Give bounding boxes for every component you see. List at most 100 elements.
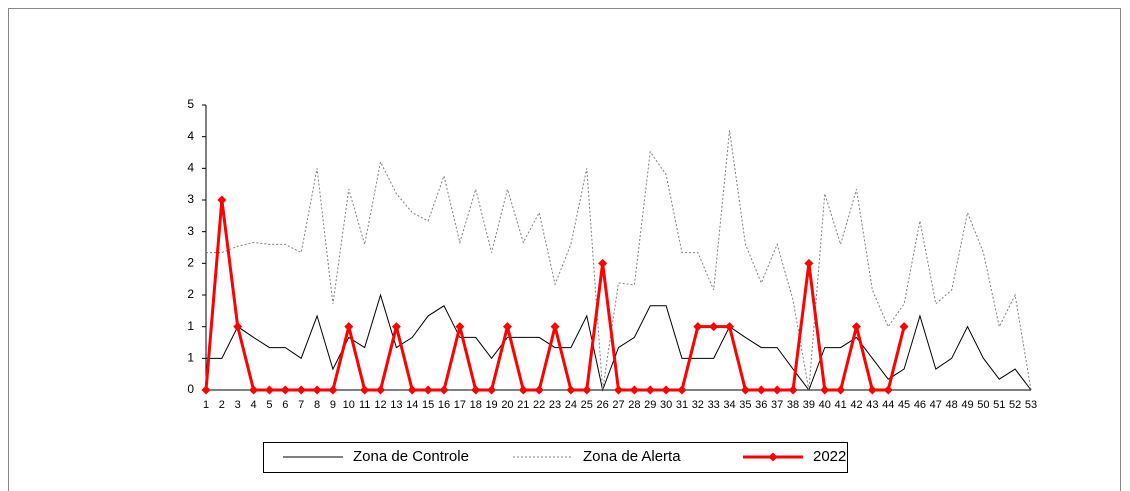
x-tick-label: 36	[755, 399, 767, 411]
x-tick-label: 41	[834, 399, 846, 411]
x-tick-label: 15	[422, 399, 434, 411]
legend-label: 2022	[813, 448, 846, 465]
point	[280, 385, 290, 395]
x-tick-label: 51	[993, 399, 1005, 411]
point	[217, 195, 227, 205]
y-tick-label: 0	[187, 382, 194, 396]
point	[725, 322, 735, 332]
x-tick-label: 45	[898, 399, 910, 411]
x-tick-label: 23	[549, 399, 561, 411]
chart-border	[8, 8, 1121, 491]
x-tick-label: 40	[819, 399, 831, 411]
point	[836, 385, 846, 395]
y-tick-label: 3	[187, 224, 194, 238]
x-tick-label: 25	[581, 399, 593, 411]
point	[233, 322, 243, 332]
point	[534, 385, 544, 395]
point	[312, 385, 322, 395]
x-tick-label: 3	[235, 399, 241, 411]
x-tick-label: 12	[374, 399, 386, 411]
y-tick-label: 5	[187, 97, 194, 111]
x-tick-label: 4	[251, 399, 257, 411]
x-tick-label: 11	[359, 399, 370, 411]
x-tick-label: 32	[692, 399, 704, 411]
x-tick-label: 42	[850, 399, 862, 411]
y-tick-label: 4	[187, 129, 194, 143]
x-tick-label: 22	[533, 399, 545, 411]
point	[518, 385, 528, 395]
x-tick-label: 24	[565, 399, 577, 411]
x-tick-label: 18	[470, 399, 482, 411]
point	[820, 385, 830, 395]
x-tick-label: 10	[343, 399, 355, 411]
point	[487, 385, 497, 395]
point	[661, 385, 671, 395]
series-line	[206, 130, 1032, 391]
point	[376, 385, 386, 395]
point	[883, 385, 893, 395]
point	[693, 322, 703, 332]
point	[471, 385, 481, 395]
x-tick-label: 39	[803, 399, 815, 411]
point	[423, 385, 433, 395]
point	[566, 385, 576, 395]
x-tick-label: 16	[438, 399, 450, 411]
point	[249, 385, 259, 395]
x-tick-label: 19	[485, 399, 497, 411]
x-tick-label: 53	[1025, 399, 1037, 411]
x-tick-label: 13	[390, 399, 402, 411]
point	[899, 322, 909, 332]
x-tick-label: 29	[644, 399, 656, 411]
point	[709, 322, 719, 332]
x-tick-label: 49	[961, 399, 973, 411]
point	[328, 385, 338, 395]
x-tick-label: 48	[946, 399, 958, 411]
x-tick-label: 37	[771, 399, 783, 411]
x-tick-label: 44	[882, 399, 894, 411]
point	[629, 385, 639, 395]
point	[867, 385, 877, 395]
point	[455, 322, 465, 332]
x-tick-label: 2	[219, 399, 225, 411]
point	[439, 385, 449, 395]
point	[788, 385, 798, 395]
x-tick-label: 31	[676, 399, 688, 411]
point	[391, 322, 401, 332]
y-tick-label: 1	[187, 351, 194, 365]
x-tick-label: 20	[501, 399, 513, 411]
x-tick-label: 43	[866, 399, 878, 411]
y-tick-label: 1	[187, 319, 194, 333]
point	[645, 385, 655, 395]
legend-label: Zona de Controle	[353, 448, 469, 465]
x-tick-label: 38	[787, 399, 799, 411]
series-line	[204, 199, 906, 392]
x-tick-label: 27	[612, 399, 624, 411]
point	[296, 385, 306, 395]
x-tick-label: 21	[517, 399, 529, 411]
x-tick-label: 50	[977, 399, 989, 411]
x-tick-label: 28	[628, 399, 640, 411]
y-tick-label: 4	[187, 161, 194, 175]
y-tick-label: 2	[187, 287, 194, 301]
point	[550, 322, 560, 332]
x-tick-label: 34	[723, 399, 735, 411]
y-tick-label: 2	[187, 256, 194, 270]
x-tick-label: 52	[1009, 399, 1021, 411]
point	[851, 322, 861, 332]
point	[582, 385, 592, 395]
point	[772, 385, 782, 395]
point	[360, 385, 370, 395]
x-tick-label: 6	[282, 399, 288, 411]
point	[614, 385, 623, 395]
point	[740, 385, 750, 395]
x-tick-label: 17	[454, 399, 466, 411]
point	[677, 385, 687, 395]
x-tick-label: 46	[914, 399, 926, 411]
x-tick-label: 33	[708, 399, 720, 411]
legend-label: Zona de Alerta	[583, 448, 681, 465]
x-tick-label: 5	[266, 399, 272, 411]
x-tick-label: 1	[203, 399, 209, 411]
x-tick-label: 14	[406, 399, 418, 411]
y-tick-label: 3	[187, 192, 194, 206]
